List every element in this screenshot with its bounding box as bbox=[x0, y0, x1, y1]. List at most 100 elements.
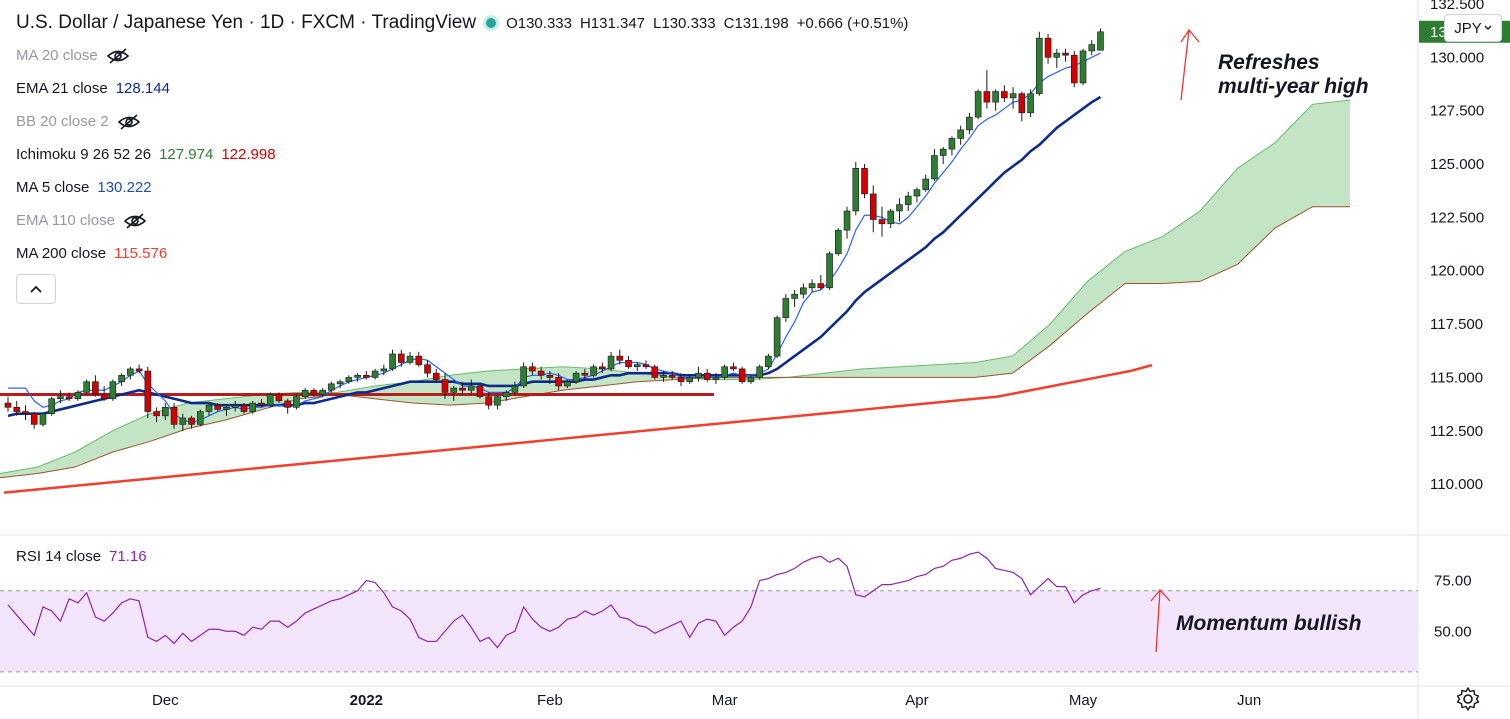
candle bbox=[887, 208, 895, 229]
candle bbox=[48, 396, 56, 416]
annotation-line-1: Refreshes bbox=[1218, 51, 1320, 74]
candle bbox=[826, 251, 833, 290]
candle-body bbox=[887, 210, 895, 225]
candle bbox=[843, 206, 851, 239]
symbol-title[interactable]: U.S. Dollar / Japanese Yen · 1D · FXCM ·… bbox=[16, 12, 477, 33]
currency-label: JPY bbox=[1454, 19, 1482, 37]
candle-body bbox=[380, 368, 388, 372]
candle bbox=[642, 360, 650, 369]
candle bbox=[983, 70, 991, 109]
candle-body bbox=[127, 368, 134, 376]
candle-body bbox=[834, 229, 842, 254]
candle-body bbox=[957, 129, 964, 139]
candle-body bbox=[162, 407, 169, 417]
candle-body bbox=[467, 385, 475, 391]
candle bbox=[57, 390, 64, 404]
candle-body bbox=[363, 374, 370, 378]
candle bbox=[441, 373, 449, 399]
candle bbox=[301, 388, 309, 399]
candle bbox=[30, 411, 38, 429]
candle bbox=[162, 403, 169, 421]
candle-body bbox=[266, 394, 274, 406]
candle-body bbox=[974, 91, 982, 118]
candle bbox=[196, 409, 204, 427]
candle-body bbox=[328, 383, 335, 391]
candle bbox=[170, 403, 178, 429]
currency-button[interactable]: JPY bbox=[1444, 14, 1502, 42]
candle bbox=[546, 371, 554, 384]
candle-body bbox=[537, 370, 545, 376]
ichimoku-cloud bbox=[0, 100, 1350, 478]
candle bbox=[686, 375, 694, 384]
candle bbox=[1036, 31, 1043, 96]
candle bbox=[109, 379, 117, 401]
gear-icon[interactable] bbox=[1455, 686, 1481, 712]
legend-ma200[interactable]: MA 200 close 115.576 bbox=[16, 245, 167, 262]
candle bbox=[118, 373, 125, 386]
cloud-span-b-line bbox=[0, 206, 1350, 479]
hidden-eye-icon[interactable] bbox=[123, 212, 147, 229]
candle bbox=[721, 364, 728, 380]
candle bbox=[424, 360, 431, 378]
legend-ma20-label: MA 20 close bbox=[16, 47, 98, 64]
candle-body bbox=[555, 377, 562, 387]
candle-body bbox=[730, 366, 737, 370]
hidden-eye-icon[interactable] bbox=[106, 47, 130, 64]
candle bbox=[878, 206, 886, 237]
candle bbox=[599, 362, 606, 374]
candle bbox=[240, 403, 248, 414]
candle bbox=[913, 187, 921, 203]
candle-body bbox=[223, 407, 230, 410]
candle-body bbox=[284, 400, 291, 408]
candle-body bbox=[415, 355, 423, 365]
legend-bb[interactable]: BB 20 close 2 bbox=[16, 113, 141, 130]
candle bbox=[450, 385, 458, 401]
candle-body bbox=[450, 387, 458, 393]
candle bbox=[625, 356, 632, 369]
legend-ma200-label: MA 200 close bbox=[16, 245, 107, 262]
candle-body bbox=[712, 377, 720, 380]
candle bbox=[896, 198, 903, 222]
candle-body bbox=[389, 353, 396, 370]
candle-body bbox=[476, 385, 484, 397]
candle-body bbox=[520, 366, 527, 387]
candle bbox=[773, 315, 781, 359]
collapse-legend-button[interactable] bbox=[16, 274, 56, 304]
legend-ema110[interactable]: EMA 110 close bbox=[16, 212, 147, 229]
legend-ma5[interactable]: MA 5 close 130.222 bbox=[16, 179, 152, 196]
legend-ma20[interactable]: MA 20 close bbox=[16, 47, 130, 64]
candle bbox=[660, 371, 667, 382]
legend-ma5-value: 130.222 bbox=[97, 179, 152, 196]
candle bbox=[354, 373, 361, 382]
candle-body bbox=[922, 178, 930, 190]
price-tick-label: 125.000 bbox=[1430, 156, 1484, 173]
candle-body bbox=[546, 374, 554, 378]
legend-rsi[interactable]: RSI 14 close 71.16 bbox=[16, 548, 147, 565]
candle-body bbox=[65, 396, 73, 400]
candle-body bbox=[677, 377, 685, 382]
candle bbox=[284, 398, 291, 414]
candle-body bbox=[791, 293, 798, 299]
candle-body bbox=[1018, 93, 1026, 114]
candle-body bbox=[992, 91, 999, 103]
candle bbox=[214, 403, 222, 412]
candle bbox=[957, 125, 964, 145]
candle-body bbox=[625, 360, 632, 368]
candle bbox=[904, 191, 912, 211]
candle-body bbox=[1070, 54, 1078, 84]
candle-body bbox=[651, 366, 659, 378]
legend-ichimoku[interactable]: Ichimoku 9 26 52 26 127.974 122.998 bbox=[16, 146, 276, 163]
time-tick-label: Jun bbox=[1237, 692, 1261, 709]
low-value: L130.333 bbox=[653, 14, 716, 32]
candle-body bbox=[800, 287, 807, 295]
candle bbox=[406, 351, 414, 365]
candle-body bbox=[39, 413, 47, 425]
candle-body bbox=[668, 374, 676, 378]
hidden-eye-icon[interactable] bbox=[117, 113, 141, 130]
legend-ema21[interactable]: EMA 21 close 128.144 bbox=[16, 80, 170, 97]
candle bbox=[791, 289, 798, 308]
candle-body bbox=[703, 372, 711, 380]
candle bbox=[861, 164, 868, 199]
candle bbox=[738, 366, 746, 384]
